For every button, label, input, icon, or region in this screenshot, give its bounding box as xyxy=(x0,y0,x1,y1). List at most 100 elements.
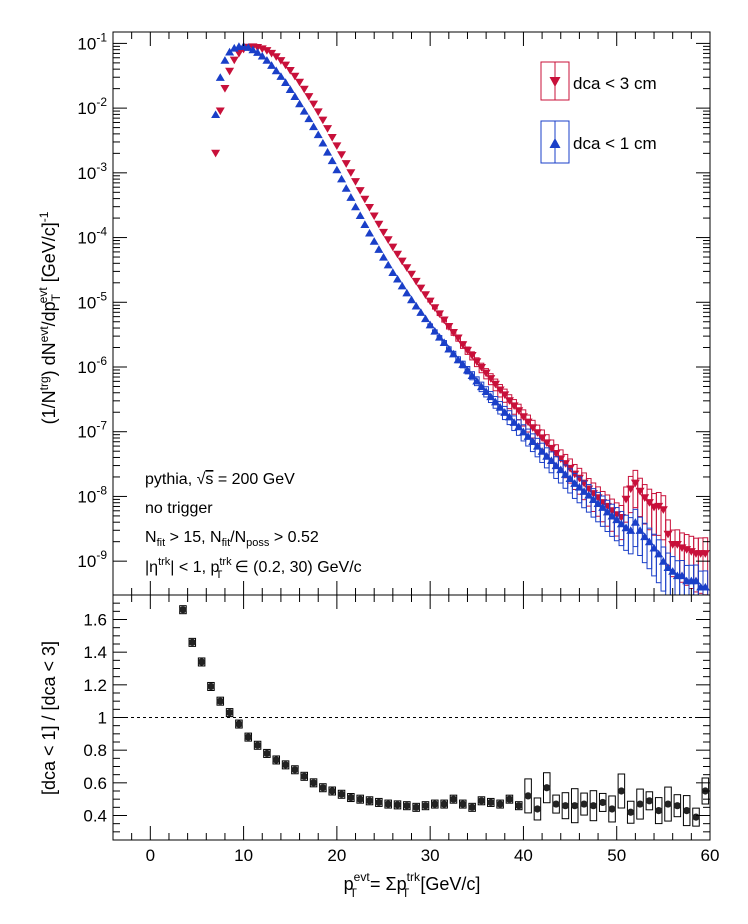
annotation-trigger: no trigger xyxy=(145,500,213,517)
data-point xyxy=(416,284,426,293)
ratio-point xyxy=(216,697,224,705)
data-point xyxy=(420,314,430,323)
error-box xyxy=(469,351,475,361)
data-point xyxy=(327,134,337,142)
x-tick-label: 10 xyxy=(234,846,253,865)
bottom-y-tick-label: 0.6 xyxy=(83,774,107,793)
data-point xyxy=(355,211,365,219)
data-point xyxy=(211,110,221,118)
legend-entry-dca1: dca < 1 cm xyxy=(540,120,657,164)
data-point xyxy=(365,228,375,237)
data-point xyxy=(211,149,221,158)
top-y-tick-label: 10-5 xyxy=(77,289,107,312)
ratio-point xyxy=(589,802,597,810)
bottom-y-ticks: 0.4 0.6 0.8 1 1.2 1.4 1.6 xyxy=(83,602,710,833)
top-y-tick-label: 10-9 xyxy=(77,548,107,571)
data-point xyxy=(393,250,403,259)
data-point xyxy=(220,85,230,93)
data-point xyxy=(341,184,351,192)
data-point xyxy=(411,277,421,286)
data-point xyxy=(276,72,286,80)
data-point xyxy=(332,142,342,151)
series-dca1 xyxy=(211,41,710,596)
data-point xyxy=(365,204,375,212)
data-point xyxy=(700,550,710,558)
data-point xyxy=(481,369,491,378)
bottom-y-tick-label: 1.4 xyxy=(83,643,107,662)
annotation-generator: pythia, √s = 200 GeV xyxy=(145,471,295,488)
data-point xyxy=(458,341,468,349)
data-point xyxy=(243,43,253,51)
ratio-point xyxy=(179,606,187,614)
ratio-point xyxy=(431,800,439,808)
data-point xyxy=(234,49,244,58)
ratio-point xyxy=(524,792,532,800)
data-point xyxy=(327,156,337,165)
data-point xyxy=(420,291,430,299)
data-point xyxy=(439,316,449,325)
data-point xyxy=(448,349,458,358)
data-point xyxy=(369,237,379,245)
annotation-kinematic-cuts: |ηtrk| < 1, ptrk T ∈ (0.2, 30) GeV/c xyxy=(145,556,362,581)
data-point xyxy=(388,243,398,252)
ratio-point xyxy=(636,800,644,808)
data-point xyxy=(462,346,472,355)
data-point xyxy=(407,295,416,304)
top-y-tick-label: 10-2 xyxy=(77,95,107,118)
legend-label-dca1: dca < 1 cm xyxy=(573,134,657,153)
x-tick-label: 40 xyxy=(514,846,533,865)
data-point xyxy=(295,99,305,108)
data-point xyxy=(290,72,300,81)
data-point xyxy=(360,220,370,228)
ratio-point xyxy=(608,805,616,813)
error-box xyxy=(473,357,480,368)
ratio-point xyxy=(627,808,635,816)
ratio-point xyxy=(300,772,308,780)
data-point xyxy=(425,297,435,306)
data-point xyxy=(290,92,300,100)
data-point xyxy=(388,268,398,276)
data-point xyxy=(281,61,291,70)
legend: dca < 3 cm dca < 1 cm xyxy=(540,61,657,164)
legend-entry-dca3: dca < 3 cm xyxy=(540,61,657,101)
annotation-track-cuts: Nfit > 15, Nfit/Nposs > 0.52 xyxy=(145,529,319,549)
x-tick-label: 30 xyxy=(421,846,440,865)
data-point xyxy=(304,93,314,101)
data-point xyxy=(434,310,444,319)
ratio-point xyxy=(468,803,476,811)
ratio-point xyxy=(328,787,336,795)
data-point xyxy=(411,301,421,310)
ratio-point xyxy=(561,802,570,810)
data-point xyxy=(379,252,389,261)
ratio-point xyxy=(309,779,318,787)
ratio-point xyxy=(459,800,467,808)
data-point xyxy=(430,304,440,312)
data-point xyxy=(262,56,272,64)
bottom-y-tick-label: 0.4 xyxy=(83,807,107,826)
ratio-point xyxy=(515,802,523,810)
data-point xyxy=(458,360,468,368)
data-point xyxy=(700,582,710,591)
annotation-block: pythia, √s = 200 GeV no trigger Nfit > 1… xyxy=(145,471,362,581)
ratio-point xyxy=(505,795,514,803)
data-point xyxy=(393,274,403,283)
data-point xyxy=(299,107,309,115)
data-point xyxy=(416,308,426,316)
data-point xyxy=(486,375,496,383)
data-point xyxy=(439,338,449,346)
data-point xyxy=(374,245,384,253)
data-point xyxy=(448,329,458,337)
ratio-point xyxy=(244,733,252,741)
data-point xyxy=(248,45,258,54)
top-y-tick-label: 10-7 xyxy=(77,419,107,442)
x-tick-label: 50 xyxy=(607,846,626,865)
data-point xyxy=(467,352,477,360)
data-point xyxy=(304,114,314,123)
data-point xyxy=(658,506,668,514)
data-point xyxy=(369,212,379,221)
ratio-point xyxy=(403,802,411,810)
data-point xyxy=(309,100,319,109)
top-y-tick-label: 10-6 xyxy=(77,354,107,377)
data-point xyxy=(346,169,356,177)
